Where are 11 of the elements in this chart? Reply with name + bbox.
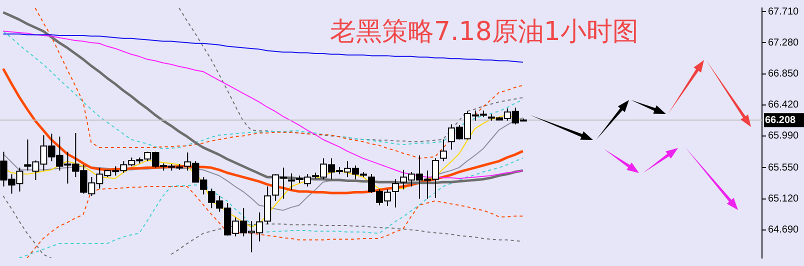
y-tick-label: 65.550 — [768, 162, 800, 174]
y-tick-label: 64.690 — [768, 224, 800, 236]
line-series — [18, 158, 524, 258]
y-tick-label: 67.710 — [768, 6, 800, 18]
y-tick-label: 67.280 — [768, 37, 800, 48]
ref-line-label: 66.208 — [765, 114, 796, 126]
y-tick-label: 65.990 — [768, 130, 800, 142]
chart-title: 老黑策略7.18原油1小时图 — [330, 16, 638, 49]
y-tick-label: 66.420 — [768, 100, 800, 111]
y-tick-label: 66.850 — [768, 68, 800, 80]
y-tick-label: 65.120 — [768, 194, 800, 204]
